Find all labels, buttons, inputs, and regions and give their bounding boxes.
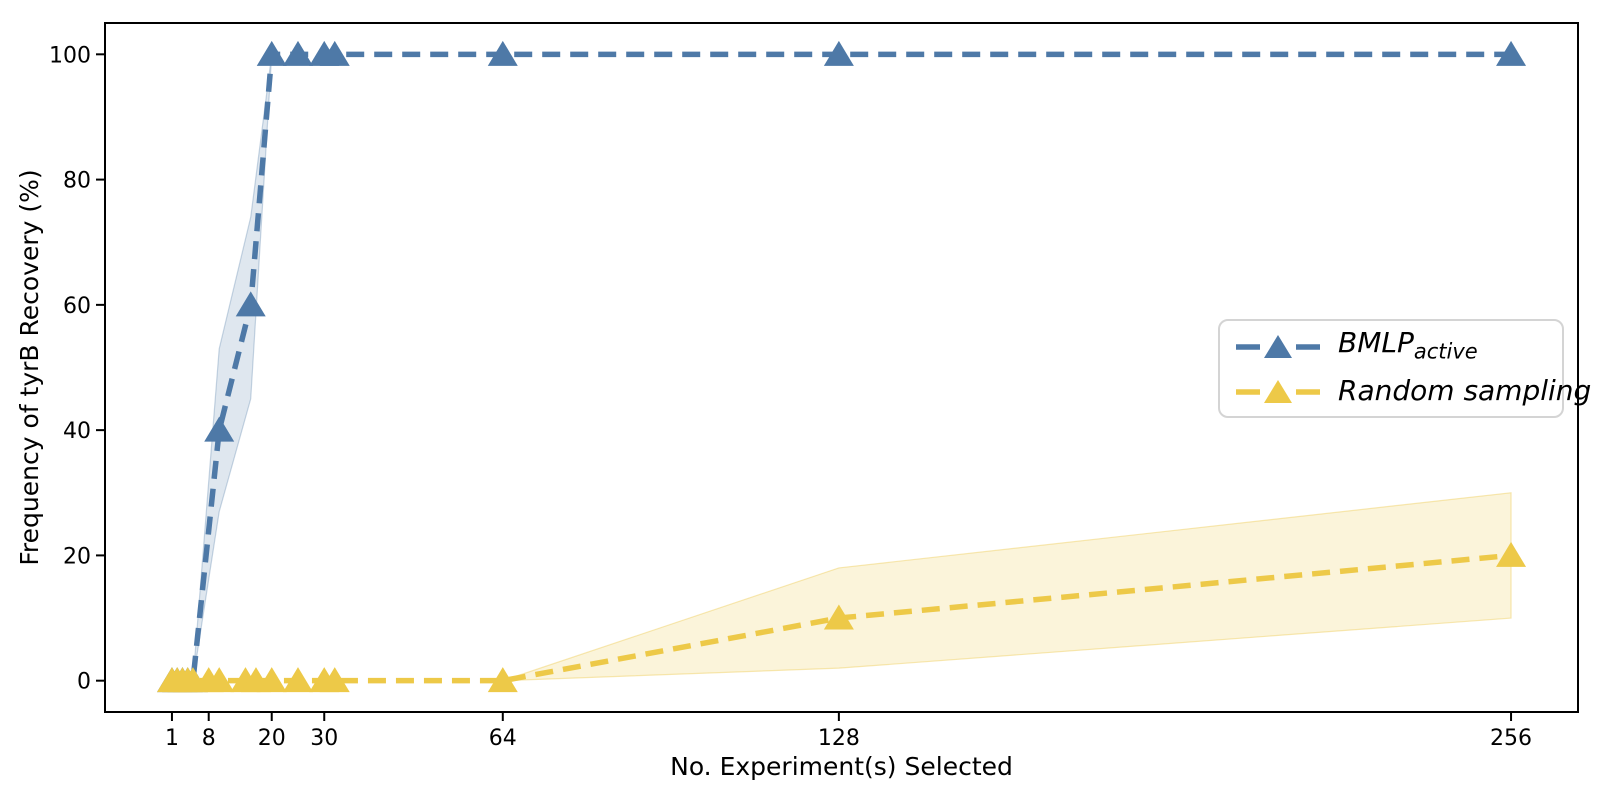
- x-tick-label-20: 20: [258, 726, 286, 751]
- legend-box: BMLPactive Random sampling: [1218, 319, 1591, 418]
- marker-triangle-bmlp: [823, 40, 854, 66]
- x-axis-label: No. Experiment(s) Selected: [670, 752, 1013, 781]
- y-tick-label-20: 20: [63, 544, 91, 569]
- marker-triangle-bmlp: [204, 416, 235, 442]
- x-tick-label-1: 1: [165, 726, 179, 751]
- legend-label-subscript: active: [1413, 340, 1478, 365]
- legend-marker-triangle: [1264, 379, 1292, 403]
- marker-triangle-bmlp: [487, 40, 518, 66]
- marker-triangle-bmlp: [319, 40, 350, 66]
- legend-handle-random-sampling: [1236, 379, 1320, 403]
- marker-triangle-bmlp: [256, 40, 287, 66]
- marker-triangle-random: [823, 604, 854, 630]
- legend-item-bmlp-active: BMLPactive: [1234, 325, 1548, 368]
- x-tick-label-8: 8: [202, 726, 216, 751]
- x-tick-label-128: 128: [818, 726, 860, 751]
- marker-triangle-random: [319, 667, 350, 693]
- x-tick-label-256: 256: [1490, 726, 1532, 751]
- y-tick-label-100: 100: [49, 43, 91, 68]
- marker-triangle-bmlp: [1496, 40, 1527, 66]
- marker-triangle-random: [256, 667, 287, 693]
- legend-label-bmlp-active: BMLPactive: [1338, 326, 1478, 365]
- y-tick-label-0: 0: [77, 670, 91, 695]
- marker-triangle-bmlp: [282, 40, 313, 66]
- marker-triangle-bmlp: [235, 291, 266, 317]
- marker-triangle-random: [282, 667, 313, 693]
- x-tick-label-64: 64: [489, 726, 517, 751]
- y-tick-label-80: 80: [63, 169, 91, 194]
- legend-label-random-sampling: Random sampling: [1338, 373, 1592, 407]
- legend-handle-bmlp-active: [1236, 335, 1320, 359]
- plot-frame: [104, 22, 1579, 713]
- legend-item-random-sampling: Random sampling: [1234, 370, 1591, 413]
- y-tick-label-40: 40: [63, 419, 91, 444]
- y-tick-label-60: 60: [63, 294, 91, 319]
- series-markers-random: [156, 541, 1527, 693]
- y-axis-label: Frequency of tyrB Recovery (%): [15, 169, 44, 565]
- legend-marker-triangle: [1264, 335, 1292, 359]
- marker-triangle-random: [1496, 541, 1527, 567]
- x-tick-label-30: 30: [310, 726, 338, 751]
- marker-triangle-random: [487, 667, 518, 693]
- marker-triangle-random: [204, 667, 235, 693]
